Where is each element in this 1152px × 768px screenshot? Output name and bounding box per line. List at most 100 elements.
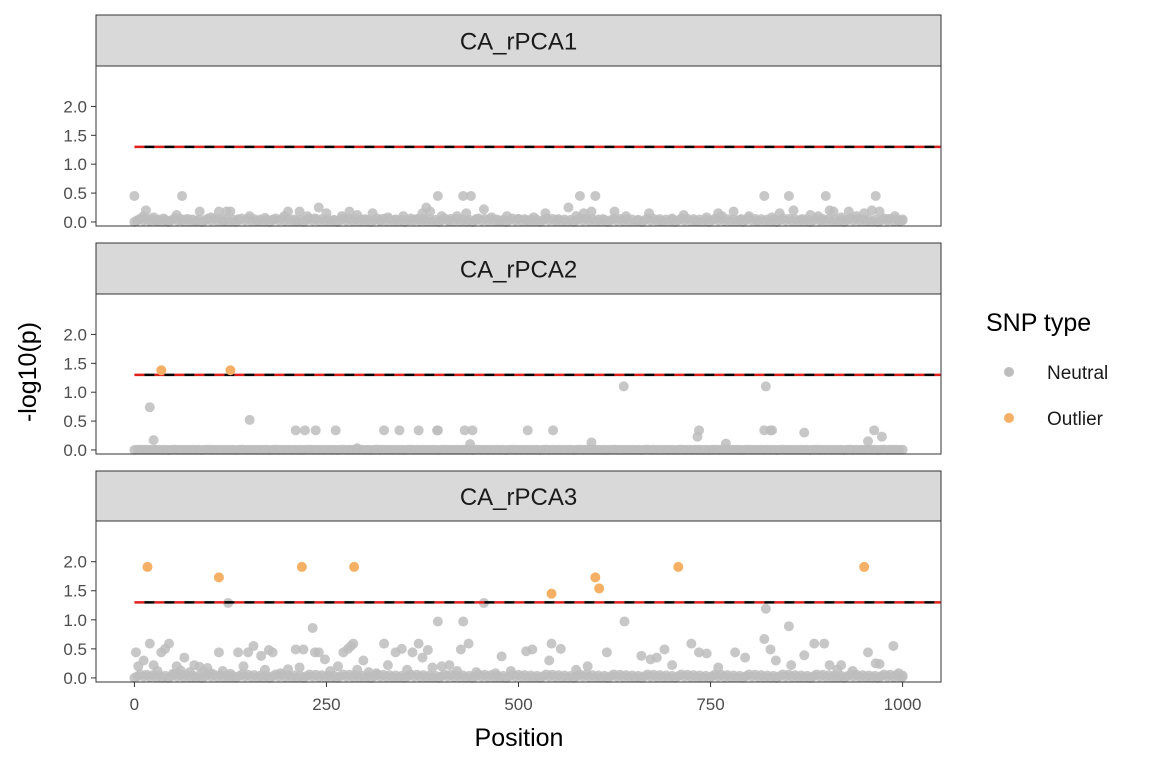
neutral-point [765,644,776,655]
neutral-point [799,427,810,438]
facet-strip-label: CA_rPCA1 [460,29,577,56]
neutral-point [897,444,908,455]
neutral-point [863,436,874,447]
facet-strip [95,470,942,522]
neutral-point [582,661,593,672]
neutral-point [824,660,835,671]
neutral-point [465,190,476,201]
y-tick-label: 2.0 [63,97,87,116]
neutral-point [459,425,470,436]
outlier-point [590,572,601,583]
neutral-point [283,206,294,217]
neutral-point [413,638,424,649]
neutral-point [144,402,155,413]
facet-strip-label: CA_rPCA3 [460,484,577,511]
neutral-point [548,425,559,436]
neutral-point [458,616,469,627]
facet-panel: CA_rPCA3 0.0 0.5 1.0 1.5 2.0 [63,470,942,688]
x-tick-label: 500 [504,695,532,714]
facet-strip-label: CA_rPCA2 [460,257,577,284]
facet-strip [95,242,942,295]
x-tick-label: 250 [312,695,340,714]
neutral-point [783,621,794,632]
neutral-point [299,425,310,436]
neutral-point [770,655,781,666]
neutral-point [130,647,141,658]
neutral-point [319,654,330,665]
neutral-point [694,647,705,658]
neutral-point [618,381,629,392]
neutral-point [238,661,249,672]
facet-panel: CA_rPCA2 0.0 0.5 1.0 1.5 2.0 [63,242,942,460]
neutral-point [759,633,770,644]
neutral-point [897,214,908,225]
neutral-point [425,206,436,217]
neutral-point [876,431,887,442]
panel-border [95,293,942,455]
x-axis: 0 250 500 750 1000 [130,682,922,714]
y-tick-label: 1.5 [63,126,87,145]
outlier-point [225,365,236,376]
neutral-point [863,647,874,658]
outlier-point [156,365,167,376]
neutral-point [138,655,149,666]
neutral-point [290,644,301,655]
neutral-point [290,425,301,436]
neutral-point [555,643,566,654]
neutral-point [455,644,466,655]
y-tick-label: 0.5 [63,412,87,431]
neutral-point [225,206,236,217]
neutral-point [783,190,794,201]
neutral-point [330,425,341,436]
neutral-point [728,206,739,217]
neutral-point [432,616,443,627]
neutral-point [786,660,797,671]
neutral-point [432,425,443,436]
neutral-point [248,640,259,651]
x-tick-label: 0 [130,695,139,714]
neutral-point [888,640,899,651]
neutral-point [379,425,390,436]
y-tick-label: 1.5 [63,582,87,601]
neutral-point [444,660,455,671]
neutral-point [809,638,820,649]
neutral-point [574,190,585,201]
neutral-point [332,661,343,672]
neutral-point [836,660,847,671]
outlier-point [594,583,605,594]
legend-label-outlier: Outlier [1047,409,1104,430]
neutral-point [496,651,507,662]
neutral-point [427,662,438,673]
neutral-point [686,638,697,649]
y-tick-label: 1.0 [63,383,87,402]
neutral-point [563,202,574,213]
facet-panel: CA_rPCA1 0.0 0.5 1.0 1.5 2.0 [63,14,942,232]
x-axis-title: Position [475,724,564,752]
neutral-point [820,190,831,201]
neutral-point [869,425,880,436]
neutral-point [348,638,359,649]
neutral-point [379,638,390,649]
neutral-point [544,655,555,666]
outlier-point [213,572,224,583]
neutral-point [636,650,647,661]
neutral-point [407,647,418,658]
neutral-point [586,206,597,217]
neutral-point [140,205,151,216]
neutral-point [590,190,601,201]
neutral-point [344,206,355,217]
outlier-point [859,561,870,572]
neutral-point [313,202,324,213]
neutral-point [527,644,538,655]
neutral-point [436,661,447,672]
facet-strip [95,14,942,67]
y-tick-label: 1.5 [63,354,87,373]
neutral-point [194,206,205,217]
neutral-point [177,190,188,201]
y-tick-label: 2.0 [63,553,87,572]
neutral-point [897,670,908,681]
neutral-point [828,206,839,217]
y-tick-label: 1.0 [63,611,87,630]
neutral-point [651,652,662,663]
